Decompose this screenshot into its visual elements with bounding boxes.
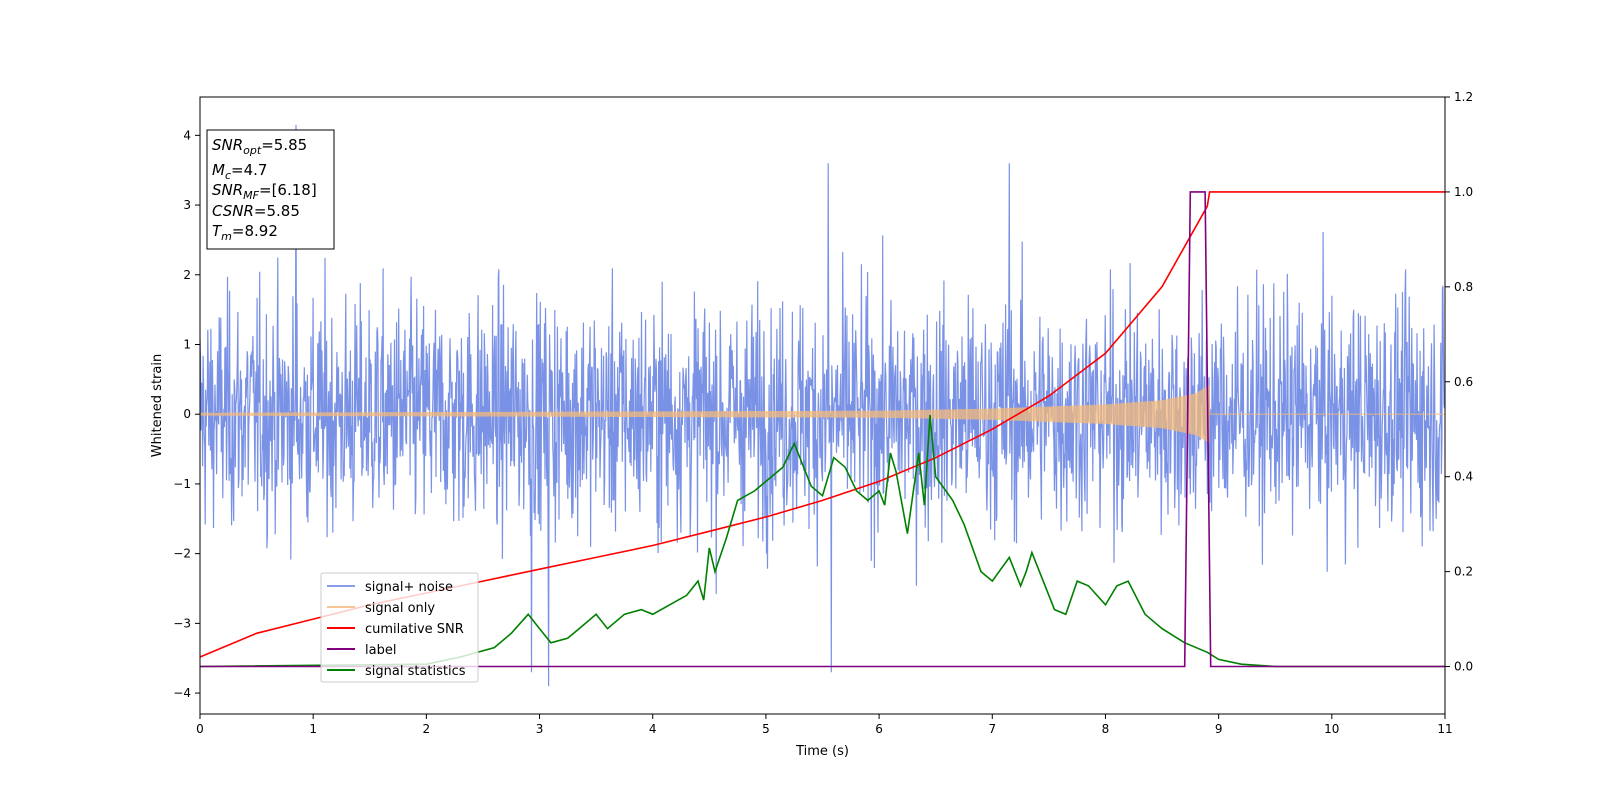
x-tick-label: 11 [1437, 722, 1452, 736]
y-left-tick-label: −4 [173, 686, 191, 700]
series-label [200, 191, 1445, 668]
stat-line: SNRMF=[6.18] [212, 181, 317, 202]
y-axis-label: Whitened strain [150, 354, 165, 457]
legend-item-cumulative-snr-text: cumilative SNR [365, 622, 464, 637]
x-tick-label: 9 [1215, 722, 1223, 736]
stat-line: Tm=8.92 [212, 222, 278, 243]
y-right-tick-label: 0.4 [1454, 470, 1473, 484]
series-signal-noise [200, 124, 1445, 687]
stat-line: CSNR=5.85 [212, 202, 300, 220]
stat-line: SNRopt=5.85 [212, 136, 307, 157]
x-tick-label: 7 [988, 722, 996, 736]
x-tick-label: 3 [536, 722, 544, 736]
y-left-tick-label: 1 [183, 337, 191, 351]
y-left-tick-label: −2 [173, 547, 191, 561]
y-right-tick-label: 1.2 [1454, 90, 1473, 104]
y-right-tick-label: 0.2 [1454, 565, 1473, 579]
x-tick-label: 6 [875, 722, 883, 736]
y-right-tick-label: 0.6 [1454, 375, 1473, 389]
y-left-tick-label: 3 [183, 198, 191, 212]
legend: signal+ noise signal only cumilative SNR la… [320, 572, 479, 683]
x-tick-label: 10 [1324, 722, 1339, 736]
legend-item-signal-noise-text: signal+ noise [365, 580, 453, 595]
y-right-tick-label: 1.0 [1454, 185, 1473, 199]
legend-item-signal-statistics-text: signal statistics [365, 664, 466, 679]
axes: 0 1 2 3 4 5 6 7 8 9 10 11 −4 −3 −2 −1 0 1 2 3 4 0.0 0.2 0.4 0.6 0… [150, 90, 1473, 759]
legend-box [320, 572, 479, 683]
y-right-tick-label: 0.0 [1454, 660, 1473, 674]
y-left-tick-label: −3 [173, 616, 191, 630]
y-left-tick-label: 2 [183, 268, 191, 282]
stat-line: Mc=4.7 [212, 161, 267, 182]
x-tick-label: 8 [1102, 722, 1110, 736]
y-left-tick-label: −1 [173, 477, 191, 491]
legend-item-label-text: label [365, 643, 396, 658]
y-right-tick-label: 0.8 [1454, 280, 1473, 294]
x-tick-label: 2 [423, 722, 431, 736]
series-signal-only [200, 385, 1445, 444]
x-axis-label: Time (s) [795, 744, 849, 759]
plot-frame [199, 96, 1446, 715]
x-tick-label: 0 [196, 722, 204, 736]
y-left-tick-label: 4 [183, 128, 191, 142]
series-signal-statistics [200, 414, 1445, 668]
x-tick-label: 4 [649, 722, 657, 736]
x-tick-label: 5 [762, 722, 770, 736]
stats-box-frame [206, 129, 335, 250]
y-left-tick-label: 0 [183, 407, 191, 421]
legend-item-signal-only-text: signal only [365, 601, 435, 616]
x-tick-label: 1 [309, 722, 317, 736]
